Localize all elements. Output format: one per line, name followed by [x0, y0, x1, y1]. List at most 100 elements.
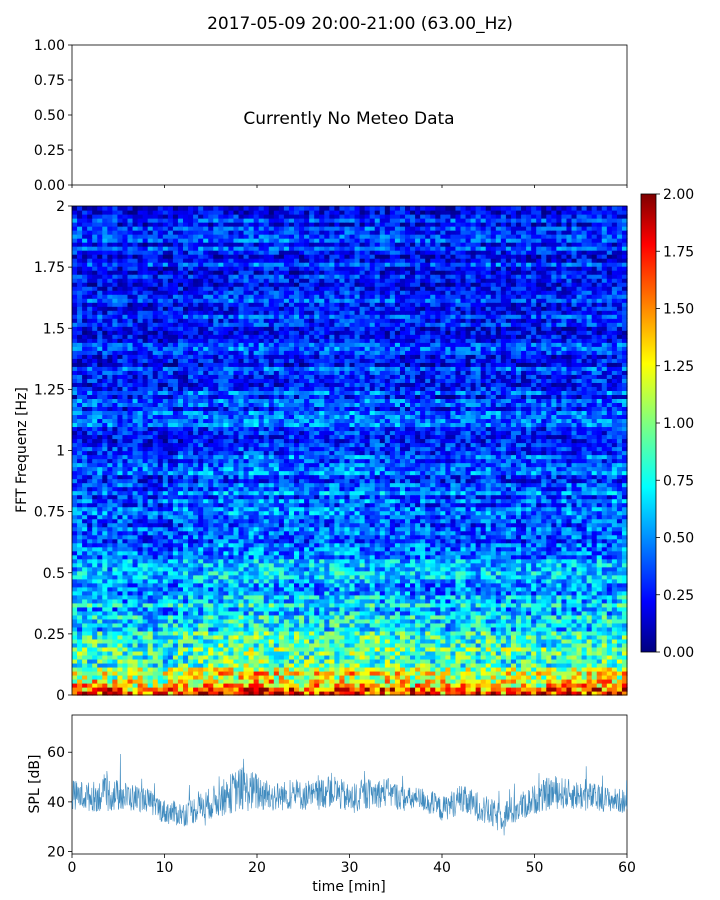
heatmap-cell — [102, 582, 108, 588]
heatmap-cell — [152, 590, 159, 596]
heatmap-cell — [117, 662, 124, 668]
heatmap-cell — [349, 606, 356, 612]
heatmap-cell — [188, 570, 194, 576]
heatmap-cell — [566, 514, 573, 520]
heatmap-cell — [268, 654, 275, 660]
heatmap-cell — [92, 686, 98, 692]
heatmap-cell — [97, 602, 103, 608]
heatmap-cell — [309, 514, 315, 520]
heatmap-cell — [152, 642, 159, 648]
heatmap-cell — [213, 590, 219, 596]
heatmap-cell — [410, 678, 416, 684]
heatmap-cell — [238, 618, 245, 624]
heatmap-cell — [314, 678, 320, 684]
heatmap-cell — [379, 602, 386, 608]
heatmap-cell — [450, 622, 457, 628]
heatmap-cell — [510, 666, 517, 672]
heatmap-cell — [359, 666, 366, 672]
heatmap-cell — [309, 654, 315, 660]
heatmap-cell — [349, 686, 356, 692]
heatmap-cell — [566, 610, 573, 616]
heatmap-cell — [319, 618, 325, 624]
heatmap-cell — [263, 670, 270, 676]
heatmap-cell — [420, 662, 426, 668]
heatmap-cell — [374, 690, 381, 696]
heatmap-cell — [218, 582, 224, 588]
heatmap-cell — [581, 614, 588, 620]
heatmap-cell — [208, 522, 214, 528]
heatmap-cell — [288, 606, 295, 612]
heatmap-cell — [334, 626, 341, 632]
heatmap-cell — [72, 658, 78, 664]
heatmap-cell — [188, 582, 194, 588]
heatmap-cell — [611, 638, 618, 644]
heatmap-cell — [405, 602, 411, 608]
heatmap-cell — [102, 614, 108, 620]
heatmap-cell — [278, 538, 285, 544]
heatmap-cell — [485, 674, 492, 680]
heatmap-cell — [334, 586, 341, 592]
heatmap-cell — [470, 530, 477, 536]
heatmap-cell — [420, 554, 426, 560]
heatmap-cell — [611, 514, 618, 520]
heatmap-cell — [606, 622, 613, 628]
heatmap-cell — [344, 582, 351, 588]
heatmap-cell — [551, 654, 557, 660]
heatmap-cell — [309, 582, 315, 588]
heatmap-cell — [263, 518, 270, 524]
heatmap-cell — [288, 534, 295, 540]
heatmap-cell — [394, 678, 401, 684]
heatmap-cell — [162, 542, 169, 548]
heatmap-cell — [541, 570, 547, 576]
heatmap-cell — [329, 526, 335, 532]
heatmap-cell — [97, 638, 103, 644]
heatmap-cell — [576, 538, 583, 544]
heatmap-cell — [248, 642, 255, 648]
heatmap-cell — [495, 574, 502, 580]
heatmap-cell — [485, 574, 492, 580]
heatmap-cell — [294, 638, 300, 644]
heatmap-cell — [495, 654, 502, 660]
heatmap-cell — [475, 598, 482, 604]
heatmap-cell — [399, 674, 406, 680]
heatmap-cell — [233, 626, 240, 632]
heatmap-cell — [324, 542, 330, 548]
heatmap-cell — [500, 562, 507, 568]
heatmap-cell — [137, 638, 144, 644]
heatmap-cell — [591, 554, 598, 560]
heatmap-cell — [505, 626, 512, 632]
heatmap-cell — [218, 522, 224, 528]
heatmap-cell — [193, 614, 199, 620]
heatmap-cell — [233, 542, 240, 548]
heatmap-cell — [157, 678, 164, 684]
heatmap-cell — [369, 586, 376, 592]
heatmap-cell — [455, 662, 462, 668]
heatmap-cell — [339, 670, 346, 676]
heatmap-cell — [566, 602, 573, 608]
heatmap-cell — [455, 634, 462, 640]
heatmap-cell — [541, 638, 547, 644]
heatmap-cell — [97, 570, 103, 576]
heatmap-cell — [596, 650, 603, 656]
heatmap-cell — [571, 658, 578, 664]
heatmap-cell — [299, 574, 305, 580]
heatmap-cell — [218, 574, 224, 580]
heatmap-cell — [510, 634, 517, 640]
heatmap-cell — [122, 650, 129, 656]
heatmap-cell — [445, 550, 452, 556]
heatmap-cell — [445, 646, 452, 652]
heatmap-cell — [147, 534, 154, 540]
heatmap-cell — [531, 586, 537, 592]
heatmap-cell — [82, 670, 88, 676]
heatmap-cell — [344, 622, 351, 628]
heatmap-cell — [364, 650, 371, 656]
heatmap-cell — [324, 586, 330, 592]
heatmap-cell — [480, 542, 487, 548]
heatmap-cell — [349, 578, 356, 584]
heatmap-cell — [198, 610, 204, 616]
heatmap-cell — [72, 546, 78, 552]
heatmap-cell — [389, 682, 396, 688]
heatmap-cell — [415, 678, 421, 684]
heatmap-cell — [374, 622, 381, 628]
heatmap-cell — [526, 650, 532, 656]
